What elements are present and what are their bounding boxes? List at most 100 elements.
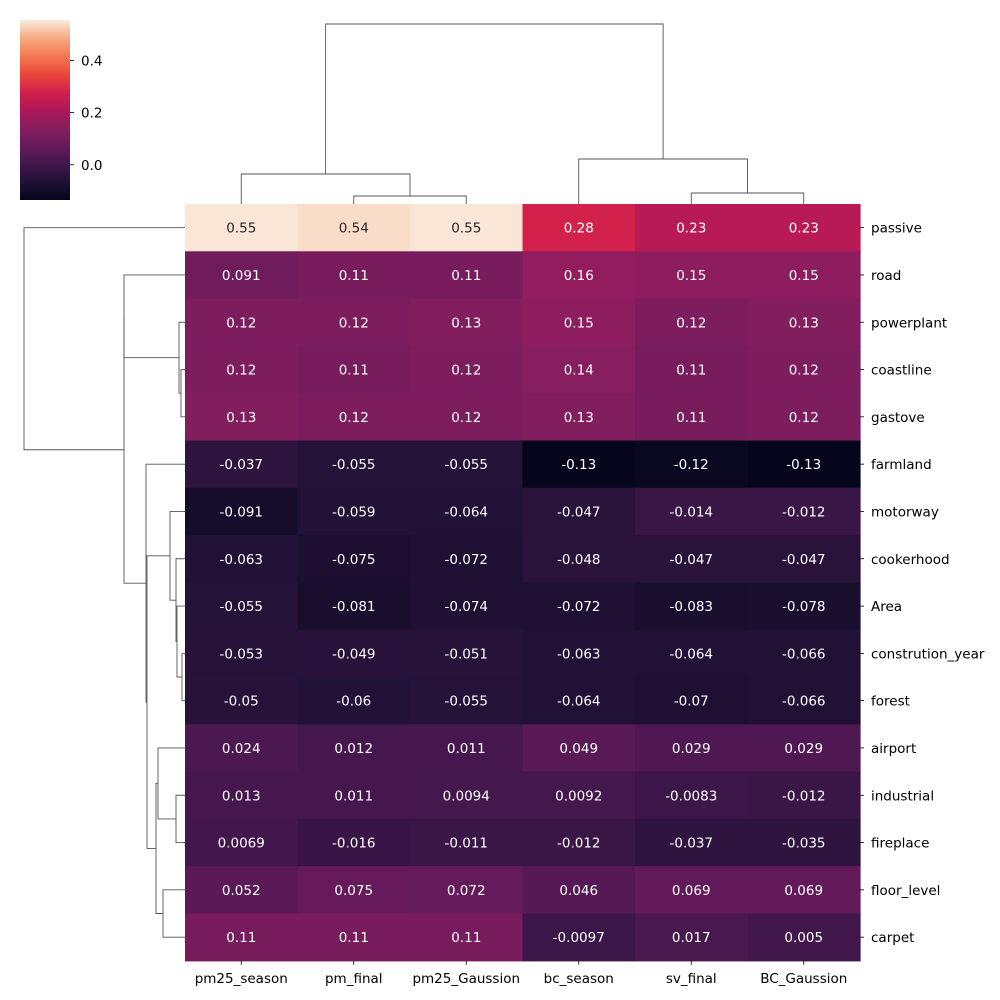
- cell-value-cookerhood-bc-season: -0.048: [557, 552, 601, 568]
- heatmap-cell-cookerhood-bc-gaussion: [747, 535, 861, 583]
- cell-value-airport-pm-final: 0.012: [334, 741, 373, 757]
- heatmap-cell-farmland-pm25-gaussion: [410, 440, 524, 489]
- heatmap-cell-floor-level-bc-gaussion: [747, 866, 861, 915]
- heatmap-cell-passive-bc-season: [522, 204, 636, 252]
- column-link: [578, 158, 748, 204]
- cell-value-industrial-bc-season: 0.0092: [555, 788, 602, 804]
- cell-value-coastline-bc-season: 0.14: [564, 363, 594, 379]
- heatmap-cell-constrution-year-bc-gaussion: [747, 629, 861, 678]
- heatmap-cell-fireplace-bc-season: [522, 818, 636, 867]
- cell-value-constrution-year-bc-gaussion: -0.066: [782, 646, 826, 662]
- row-link: [169, 511, 185, 601]
- cell-value-motorway-bc-gaussion: -0.012: [782, 504, 826, 520]
- heatmap-cell-coastline-bc-season: [522, 345, 636, 394]
- heatmap-cell-forest-bc-season: [522, 677, 636, 725]
- cell-value-airport-bc-gaussion: 0.029: [784, 741, 823, 757]
- cell-value-industrial-pm-final: 0.011: [334, 788, 373, 804]
- heatmap-cell-area-sv-final: [635, 582, 749, 631]
- cell-value-road-bc-gaussion: 0.15: [789, 268, 819, 284]
- cell-value-farmland-bc-season: -0.13: [561, 457, 596, 473]
- cell-value-constrution-year-pm25-season: -0.053: [219, 646, 263, 662]
- cell-value-road-pm25-gaussion: 0.11: [451, 268, 481, 284]
- cell-value-carpet-pm25-gaussion: 0.11: [451, 930, 481, 946]
- heatmap-cell-farmland-pm25-season: [185, 440, 299, 489]
- heatmap-cell-carpet-bc-gaussion: [747, 913, 861, 962]
- heatmap-cell-motorway-pm25-season: [185, 487, 299, 536]
- heatmap-cell-carpet-pm-final: [297, 913, 411, 962]
- row-link: [181, 652, 185, 702]
- heatmap-cell-gastove-pm-final: [297, 393, 411, 442]
- cell-value-forest-bc-season: -0.064: [557, 694, 601, 710]
- row-link: [123, 316, 146, 584]
- cell-value-road-pm25-season: 0.091: [222, 268, 261, 284]
- column-label-pm25-season: pm25_season: [195, 971, 288, 987]
- heatmap-cell-cookerhood-pm25-season: [185, 535, 299, 583]
- heatmap-cell-powerplant-sv-final: [635, 298, 749, 347]
- cell-value-motorway-pm-final: -0.059: [332, 504, 376, 520]
- cell-value-area-pm25-gaussion: -0.074: [444, 599, 488, 615]
- heatmap-cell-motorway-bc-gaussion: [747, 487, 861, 536]
- heatmap-cell-floor-level-pm25-gaussion: [410, 866, 524, 915]
- row-link: [145, 463, 185, 703]
- row-label-industrial: industrial: [871, 788, 934, 804]
- cell-value-coastline-pm25-season: 0.12: [226, 363, 256, 379]
- heatmap-cell-road-sv-final: [635, 251, 749, 300]
- heatmap-cell-floor-level-sv-final: [635, 866, 749, 915]
- cell-value-carpet-bc-gaussion: 0.005: [784, 930, 823, 946]
- row-label-cookerhood: cookerhood: [871, 552, 950, 568]
- colorbar-tick-label: 0.2: [81, 106, 102, 122]
- cell-value-farmland-pm25-gaussion: -0.055: [444, 457, 488, 473]
- row-label-road: road: [871, 268, 901, 284]
- heatmap-cell-fireplace-pm25-gaussion: [410, 818, 524, 867]
- heatmap-cell-road-bc-season: [522, 251, 636, 300]
- heatmap-cell-motorway-pm25-gaussion: [410, 487, 524, 536]
- heatmap-cell-carpet-pm25-season: [185, 913, 299, 962]
- cell-value-constrution-year-pm25-gaussion: -0.051: [444, 646, 488, 662]
- cell-value-coastline-pm-final: 0.11: [339, 363, 369, 379]
- column-dendrogram: [240, 23, 805, 204]
- cell-value-powerplant-sv-final: 0.12: [676, 315, 706, 331]
- cell-value-passive-pm25-season: 0.55: [226, 221, 256, 237]
- cell-value-powerplant-bc-season: 0.15: [564, 315, 594, 331]
- cell-value-gastove-sv-final: 0.11: [676, 410, 706, 426]
- heatmap-cell-constrution-year-pm-final: [297, 629, 411, 678]
- cell-value-coastline-pm25-gaussion: 0.12: [451, 363, 481, 379]
- cell-value-fireplace-sv-final: -0.037: [669, 836, 713, 852]
- column-link: [353, 195, 467, 204]
- cell-value-carpet-pm-final: 0.11: [339, 930, 369, 946]
- heatmap-cell-powerplant-bc-season: [522, 298, 636, 347]
- row-label-coastline: coastline: [871, 363, 932, 379]
- cell-value-industrial-pm25-gaussion: 0.0094: [443, 788, 490, 804]
- heatmap-cell-gastove-sv-final: [635, 393, 749, 442]
- row-dendrogram: [23, 227, 185, 938]
- cell-value-area-pm25-season: -0.055: [219, 599, 263, 615]
- heatmap-cell-powerplant-pm25-season: [185, 298, 299, 347]
- heatmap-cell-floor-level-pm-final: [297, 866, 411, 915]
- heatmap-cell-cookerhood-sv-final: [635, 535, 749, 583]
- row-label-passive: passive: [871, 221, 922, 237]
- row-label-carpet: carpet: [871, 930, 914, 946]
- row-label-airport: airport: [871, 741, 916, 757]
- cell-value-farmland-sv-final: -0.12: [674, 457, 709, 473]
- heatmap-cell-gastove-bc-season: [522, 393, 636, 442]
- cell-value-gastove-pm25-season: 0.13: [226, 410, 256, 426]
- row-label-gastove: gastove: [871, 410, 925, 426]
- heatmap-cell-industrial-sv-final: [635, 771, 749, 820]
- heatmap-cell-airport-pm25-season: [185, 724, 299, 773]
- cell-value-coastline-bc-gaussion: 0.12: [789, 363, 819, 379]
- heatmap-cell-industrial-pm-final: [297, 771, 411, 820]
- cell-value-fireplace-bc-gaussion: -0.035: [782, 836, 826, 852]
- column-link: [240, 173, 411, 204]
- heatmap-cell-airport-bc-season: [522, 724, 636, 773]
- colorbar: 0.4 0.2 0.0: [20, 20, 102, 200]
- heatmap-cell-motorway-sv-final: [635, 487, 749, 536]
- heatmap-cell-gastove-bc-gaussion: [747, 393, 861, 442]
- heatmap-cell-passive-pm25-season: [185, 204, 299, 252]
- cell-value-road-bc-season: 0.16: [564, 268, 594, 284]
- cell-value-gastove-bc-gaussion: 0.12: [789, 410, 819, 426]
- cell-value-industrial-pm25-season: 0.013: [222, 788, 261, 804]
- heatmap-cell-motorway-bc-season: [522, 487, 636, 536]
- heatmap-cell-powerplant-bc-gaussion: [747, 298, 861, 347]
- row-label-farmland: farmland: [871, 457, 932, 473]
- heatmap-cell-passive-pm25-gaussion: [410, 204, 524, 252]
